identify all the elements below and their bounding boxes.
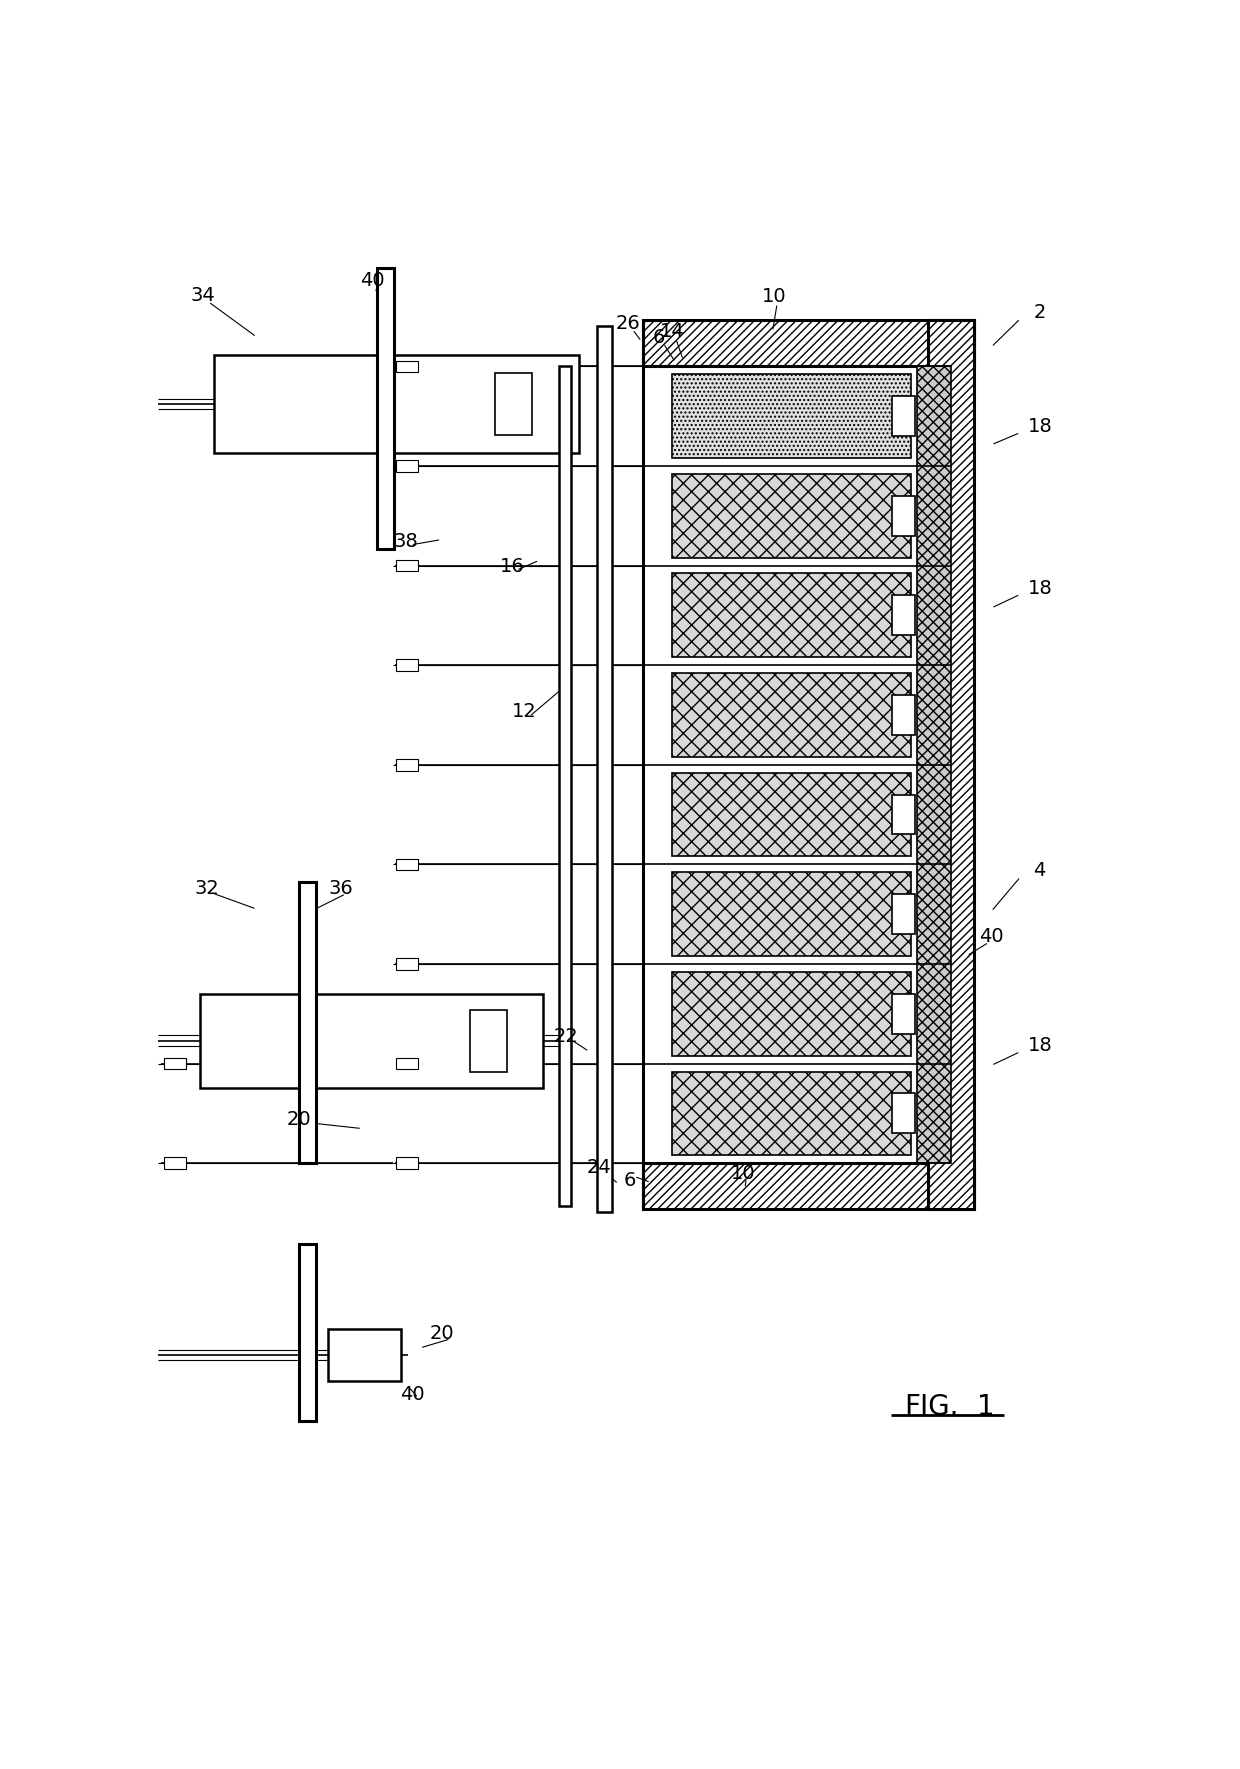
- Text: 10: 10: [732, 1164, 755, 1183]
- Bar: [396, 559, 418, 571]
- Text: 38: 38: [393, 532, 418, 552]
- Text: 10: 10: [761, 288, 786, 306]
- Bar: [396, 660, 418, 670]
- Bar: [201, 994, 543, 1088]
- Bar: [396, 460, 418, 472]
- Bar: [327, 1329, 401, 1382]
- Bar: [396, 858, 418, 870]
- Bar: [928, 320, 975, 1210]
- Text: 6: 6: [652, 327, 665, 347]
- Bar: [495, 373, 532, 435]
- Bar: [892, 1093, 915, 1134]
- Bar: [672, 872, 911, 955]
- Text: 12: 12: [511, 702, 536, 720]
- Text: 1: 1: [977, 1394, 994, 1421]
- Text: 40: 40: [399, 1385, 424, 1405]
- Bar: [672, 474, 911, 557]
- Bar: [892, 396, 915, 435]
- Text: 6: 6: [624, 1171, 636, 1191]
- Bar: [299, 1244, 316, 1421]
- Text: 40: 40: [978, 927, 1003, 946]
- Text: 34: 34: [191, 287, 215, 304]
- Bar: [672, 1072, 911, 1155]
- Bar: [916, 366, 951, 1164]
- Bar: [672, 971, 911, 1056]
- Bar: [396, 759, 418, 771]
- Bar: [396, 959, 418, 969]
- Bar: [672, 375, 911, 458]
- Text: 24: 24: [587, 1157, 611, 1176]
- Bar: [470, 1010, 507, 1072]
- Bar: [892, 794, 915, 835]
- Text: 16: 16: [500, 557, 525, 577]
- Text: 4: 4: [1034, 862, 1045, 881]
- Text: 22: 22: [554, 1026, 579, 1045]
- Bar: [892, 895, 915, 934]
- Text: 18: 18: [1028, 578, 1052, 598]
- Text: 20: 20: [429, 1323, 454, 1343]
- Bar: [164, 1058, 186, 1070]
- Bar: [892, 596, 915, 635]
- Text: 2: 2: [1034, 302, 1045, 322]
- Bar: [672, 573, 911, 656]
- Bar: [672, 674, 911, 757]
- Bar: [892, 994, 915, 1033]
- Bar: [396, 361, 418, 371]
- Text: 18: 18: [1028, 417, 1052, 435]
- Text: 26: 26: [615, 315, 640, 333]
- Bar: [396, 1058, 418, 1070]
- Bar: [377, 267, 394, 548]
- Bar: [596, 325, 613, 1212]
- Bar: [644, 320, 975, 366]
- Text: FIG.: FIG.: [905, 1394, 960, 1421]
- Bar: [892, 695, 915, 734]
- Bar: [558, 366, 570, 1206]
- Bar: [164, 1157, 186, 1169]
- Bar: [644, 1164, 975, 1210]
- Bar: [396, 1157, 418, 1169]
- Text: 36: 36: [329, 879, 353, 899]
- Text: 32: 32: [195, 879, 219, 899]
- Bar: [892, 495, 915, 536]
- Text: 20: 20: [286, 1109, 311, 1129]
- Bar: [299, 883, 316, 1164]
- Text: 18: 18: [1028, 1037, 1052, 1054]
- Text: 14: 14: [660, 322, 684, 341]
- Text: 40: 40: [360, 271, 384, 290]
- Bar: [672, 773, 911, 856]
- Bar: [213, 356, 579, 453]
